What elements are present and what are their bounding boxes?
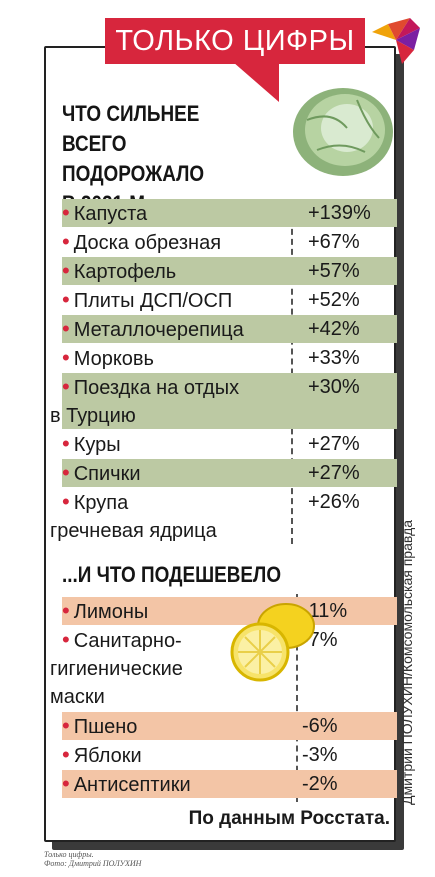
list-item: Доска обрезная+67%: [62, 228, 397, 256]
list-item: Спички+27%: [62, 459, 397, 487]
list-item: Антисептики-2%: [62, 770, 397, 798]
heading-falling: ...И ЧТО ПОДЕШЕВЕЛО: [62, 562, 282, 587]
photo-credit: Дмитрий ПОЛУХИН/Комсомольская правда: [399, 519, 415, 805]
list-item: Куры+27%: [62, 430, 397, 458]
list-item: Лимоны-11%: [62, 597, 397, 625]
list-item: Картофель+57%: [62, 257, 397, 285]
divider-rising: [291, 199, 293, 544]
list-item: Плиты ДСП/ОСП+52%: [62, 286, 397, 314]
bird-logo-icon: [372, 18, 420, 64]
list-item: Капуста+139%: [62, 199, 397, 227]
lemon-icon: [230, 603, 315, 682]
list-item: Пшено-6%: [62, 712, 397, 740]
source-note: По данным Росстата.: [188, 808, 390, 829]
divider-falling: [296, 594, 298, 802]
list-item: Яблоки-3%: [62, 741, 397, 769]
list-item: Металлочерепица+42%: [62, 315, 397, 343]
banner-tail: [233, 62, 279, 102]
list-item: Морковь+33%: [62, 344, 397, 372]
cabbage-icon: [293, 88, 393, 176]
caption: Только цифры. Фото: Дмитрий ПОЛУХИН: [44, 850, 142, 868]
banner-title: ТОЛЬКО ЦИФРЫ: [105, 18, 365, 64]
